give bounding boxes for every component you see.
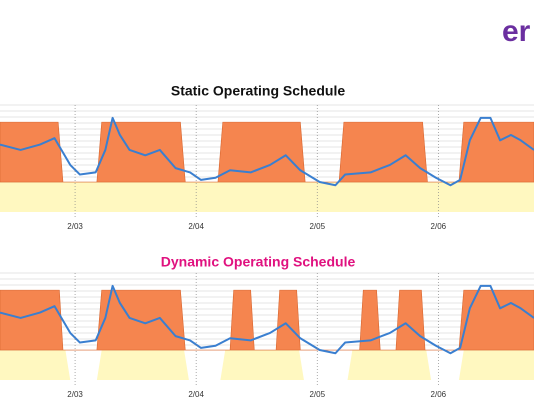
x-tick-label: 2/03 <box>67 222 83 231</box>
chart-title: Dynamic Operating Schedule <box>161 254 356 270</box>
load-line <box>0 284 534 355</box>
chart-title: Static Operating Schedule <box>171 83 345 99</box>
load-line <box>0 116 534 187</box>
x-tick-label: 2/05 <box>309 222 325 231</box>
schedule-area <box>0 289 534 351</box>
schedule-area <box>0 121 534 183</box>
schedule-area <box>0 182 534 212</box>
x-tick-label: 2/05 <box>309 390 325 399</box>
x-tick-label: 2/03 <box>67 390 83 399</box>
x-tick-label: 2/04 <box>188 390 204 399</box>
x-tick-label: 2/04 <box>188 222 204 231</box>
schedule-area <box>0 350 534 380</box>
x-tick-label: 2/06 <box>431 390 447 399</box>
x-tick-label: 2/06 <box>431 222 447 231</box>
logo: er <box>502 15 531 48</box>
